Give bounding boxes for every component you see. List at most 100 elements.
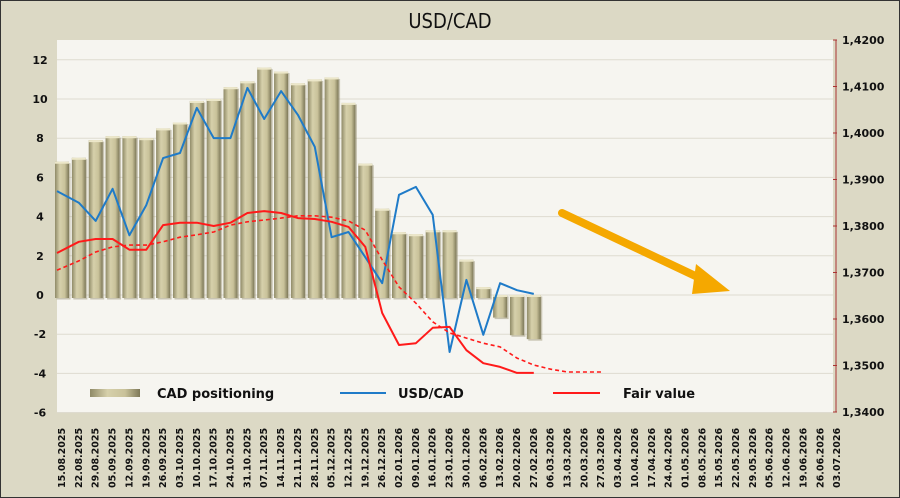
x-tick-label: 20.03.2026: [579, 428, 590, 488]
bar-cad-positioning: [223, 87, 239, 300]
left-tick-label: 8: [36, 132, 44, 145]
x-tick-label: 21.11.2025: [293, 428, 304, 488]
chart-title: USD/CAD: [408, 9, 491, 33]
x-tick-label: 13.03.2026: [563, 428, 574, 488]
right-tick-label: 1,4100: [842, 81, 885, 94]
x-tick-label: 02.01.2026: [394, 428, 405, 488]
left-tick-label: 10: [32, 93, 48, 106]
bar-cad-positioning: [375, 208, 391, 300]
right-tick-label: 1,3600: [842, 313, 885, 326]
x-tick-label: 24.10.2025: [226, 428, 237, 488]
x-tick-label: 29.08.2025: [91, 428, 102, 488]
x-tick-label: 03.10.2025: [175, 428, 186, 488]
legend-swatch-cad-positioning: [90, 389, 140, 397]
bar-cad-positioning: [392, 232, 408, 300]
x-tick-label: 03.04.2026: [613, 428, 624, 488]
x-tick-label: 15.05.2026: [714, 428, 725, 488]
left-tick-label: 4: [36, 211, 44, 224]
right-tick-label: 1,3700: [842, 267, 885, 280]
x-tick-label: 06.03.2026: [546, 428, 557, 488]
left-tick-label: -4: [34, 367, 47, 380]
bar-cad-positioning: [240, 81, 256, 300]
x-tick-label: 14.11.2025: [276, 428, 287, 488]
bar-cad-positioning: [156, 128, 172, 300]
right-tick-label: 1,4000: [842, 127, 885, 140]
x-tick-label: 22.05.2026: [731, 428, 742, 488]
x-tick-label: 26.06.2026: [815, 428, 826, 488]
bar-cad-positioning: [509, 295, 526, 337]
right-tick-label: 1,4200: [842, 34, 885, 47]
x-tick-label: 29.05.2026: [748, 428, 759, 488]
line-fair-value: [56, 210, 534, 374]
bar-cad-positioning: [206, 99, 223, 300]
bar-cad-positioning: [122, 136, 138, 300]
right-tick-label: 1,3900: [842, 174, 885, 187]
x-tick-label: 16.01.2026: [428, 428, 439, 488]
x-tick-label: 19.09.2025: [141, 428, 152, 488]
x-tick-label: 12.09.2025: [124, 428, 135, 488]
x-tick-label: 05.06.2026: [765, 428, 776, 488]
x-tick-label: 13.02.2026: [495, 428, 506, 488]
bar-cad-positioning: [71, 157, 88, 300]
line-usd-cad: [56, 86, 535, 353]
left-tick-label: 0: [36, 289, 44, 302]
bar-cad-positioning: [189, 100, 206, 300]
bar-cad-positioning: [341, 102, 357, 300]
x-tick-label: 05.09.2025: [108, 428, 119, 488]
x-tick-label: 26.12.2025: [377, 428, 388, 488]
line-fair-value-trend: [56, 215, 602, 373]
bar-cad-positioning: [105, 136, 122, 300]
legend-label-fair-value: Fair value: [623, 387, 695, 402]
right-tick-label: 1,3800: [842, 220, 885, 233]
x-tick-label: 31.10.2025: [242, 428, 253, 488]
left-tick-label: 12: [32, 54, 47, 67]
x-tick-label: 27.02.2026: [529, 428, 540, 488]
bar-cad-positioning: [307, 79, 324, 300]
bar-cad-positioning: [139, 138, 155, 300]
x-tick-label: 15.08.2025: [57, 428, 68, 488]
x-tick-label: 12.12.2025: [343, 428, 354, 488]
bar-cad-positioning: [476, 287, 492, 300]
x-tick-label: 07.11.2025: [259, 428, 270, 488]
x-tick-label: 03.07.2026: [832, 428, 843, 488]
x-tick-label: 19.06.2026: [798, 428, 809, 488]
bar-cad-positioning: [274, 71, 290, 300]
bar-cad-positioning: [442, 230, 459, 300]
x-tick-label: 23.01.2026: [445, 428, 456, 488]
bar-cad-positioning: [172, 122, 189, 300]
x-tick-label: 26.09.2025: [158, 428, 169, 488]
x-tick-label: 06.02.2026: [478, 428, 489, 488]
legend-label-usdcad: USD/CAD: [398, 387, 464, 402]
x-tick-label: 17.04.2026: [647, 428, 658, 488]
x-tick-label: 20.02.2026: [512, 428, 523, 488]
x-tick-label: 22.08.2025: [74, 428, 85, 488]
bar-cad-positioning: [408, 234, 425, 300]
x-tick-label: 12.06.2026: [782, 428, 793, 488]
x-tick-label: 01.05.2026: [680, 428, 691, 488]
right-tick-label: 1,3400: [842, 406, 885, 419]
bar-cad-positioning: [257, 67, 273, 300]
right-tick-label: 1,3500: [842, 360, 885, 373]
left-tick-label: -6: [34, 407, 47, 420]
bar-cad-positioning: [290, 83, 307, 300]
left-tick-label: -2: [34, 328, 46, 341]
x-tick-label: 08.05.2026: [697, 428, 708, 488]
bar-cad-positioning: [358, 163, 374, 300]
x-tick-label: 17.10.2025: [209, 428, 220, 488]
left-tick-label: 2: [36, 250, 44, 263]
x-tick-label: 30.01.2026: [461, 428, 472, 488]
x-tick-label: 27.03.2026: [596, 428, 607, 488]
bar-cad-positioning: [493, 295, 509, 320]
legend-label-cad-positioning: CAD positioning: [157, 387, 274, 402]
x-tick-label: 10.04.2026: [630, 428, 641, 488]
x-tick-label: 10.10.2025: [192, 428, 203, 488]
bar-cad-positioning: [526, 295, 543, 341]
x-tick-label: 19.12.2025: [360, 428, 371, 488]
bar-cad-positioning: [324, 77, 341, 300]
left-tick-label: 6: [36, 171, 44, 184]
x-tick-label: 28.11.2025: [310, 428, 321, 488]
legend: CAD positioning USD/CAD Fair value: [90, 387, 695, 402]
x-tick-label: 24.04.2026: [664, 428, 675, 488]
x-tick-label: 05.12.2025: [327, 428, 338, 488]
